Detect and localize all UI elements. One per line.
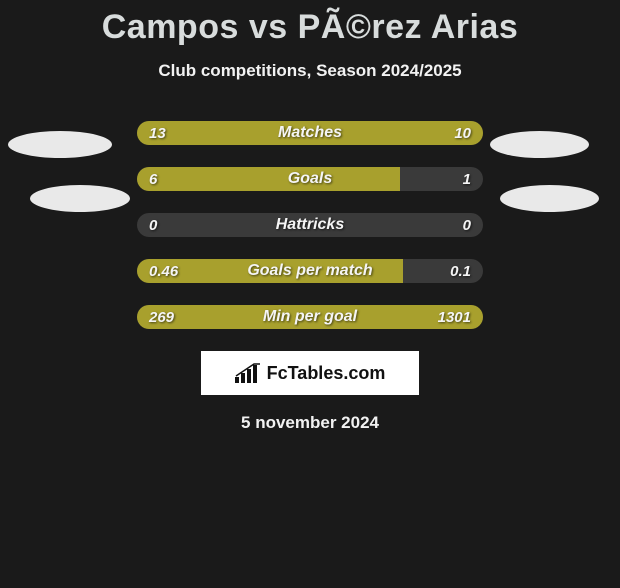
comparison-chart: Matches1310 Goals61 Hattricks0 0 Goals per m… (137, 121, 483, 329)
bar-left (137, 167, 400, 191)
decorative-ellipse (8, 131, 112, 158)
bar-chart-icon (235, 363, 261, 383)
stat-row: Hattricks0 0 (137, 213, 483, 237)
stat-row: Min per goal2691301 (137, 305, 483, 329)
stat-label: Hattricks (137, 213, 483, 237)
stat-row: Matches1310 (137, 121, 483, 145)
decorative-ellipse (30, 185, 130, 212)
stat-row: Goals per match0.460.1 (137, 259, 483, 283)
stat-value-right: 0 (463, 213, 471, 237)
date-stamp: 5 november 2024 (0, 413, 620, 433)
branding-text: FcTables.com (267, 363, 386, 384)
decorative-ellipse (500, 185, 599, 212)
bar-left (137, 121, 483, 145)
subtitle: Club competitions, Season 2024/2025 (0, 61, 620, 81)
bar-left (137, 259, 403, 283)
stat-value-left: 0 (149, 213, 157, 237)
decorative-ellipse (490, 131, 589, 158)
stat-row: Goals61 (137, 167, 483, 191)
stat-value-right: 1 (463, 167, 471, 191)
page-title: Campos vs PÃ©rez Arias (0, 8, 620, 47)
branding-banner[interactable]: FcTables.com (201, 351, 419, 395)
stat-value-right: 0.1 (450, 259, 471, 283)
bar-right (137, 305, 483, 329)
